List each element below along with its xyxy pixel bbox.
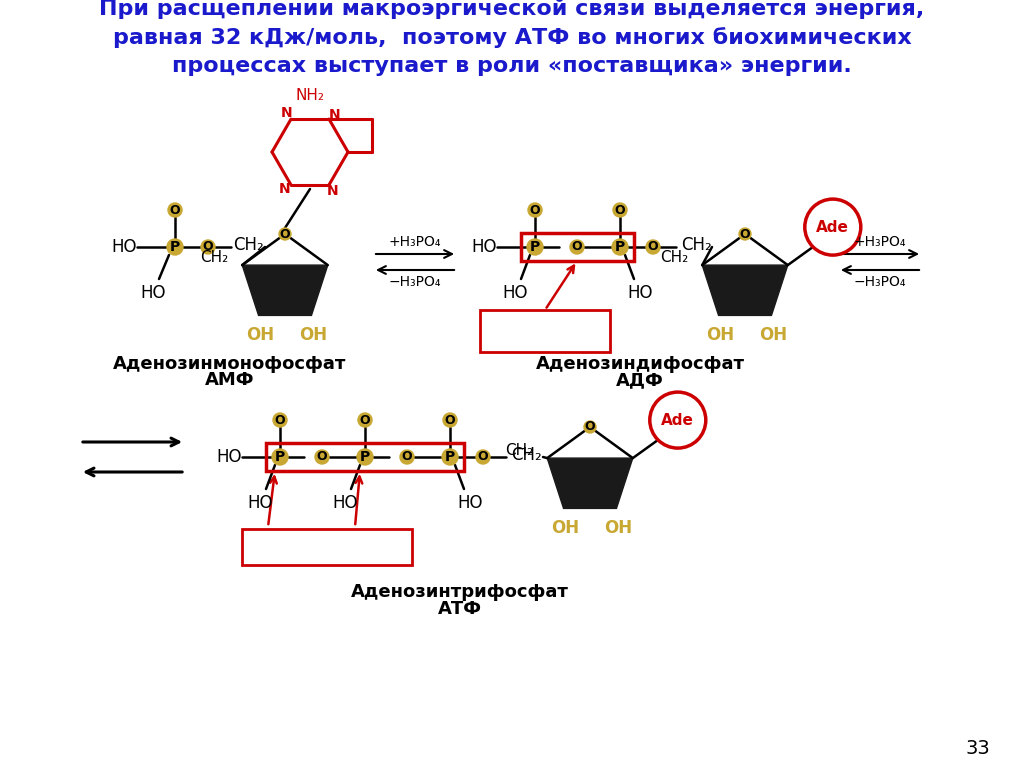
Text: N: N: [280, 182, 291, 196]
Text: CH₂: CH₂: [660, 249, 688, 265]
Text: O: O: [203, 241, 213, 254]
Circle shape: [739, 228, 751, 240]
Text: O: O: [739, 228, 751, 241]
Polygon shape: [243, 265, 328, 315]
Text: Аденозинмонофосфат: Аденозинмонофосфат: [114, 355, 347, 373]
Polygon shape: [547, 458, 633, 509]
Text: АМФ: АМФ: [205, 371, 255, 389]
Text: N: N: [328, 184, 339, 198]
Text: −H₃PO₄: −H₃PO₄: [389, 275, 441, 289]
Text: CH₂: CH₂: [681, 236, 712, 254]
Circle shape: [357, 449, 373, 465]
Circle shape: [168, 203, 182, 217]
Text: АТФ: АТФ: [438, 600, 482, 618]
Text: OH: OH: [247, 327, 274, 344]
Text: CH₂: CH₂: [511, 446, 542, 464]
Text: O: O: [614, 203, 626, 216]
Text: O: O: [477, 450, 488, 463]
Circle shape: [358, 413, 372, 427]
Text: HO: HO: [216, 448, 242, 466]
Text: N: N: [329, 108, 341, 122]
Text: HO: HO: [458, 494, 482, 512]
Text: +H₃PO₄: +H₃PO₄: [389, 235, 441, 249]
Text: O: O: [280, 228, 291, 241]
Text: При расщеплении макроэргической связи выделяется энергия,
равная 32 кДж/моль,  п: При расщеплении макроэргической связи вы…: [99, 0, 925, 76]
Text: O: O: [170, 203, 180, 216]
Text: Ангидридная
группа: Ангидридная группа: [496, 317, 594, 347]
Text: HO: HO: [471, 238, 497, 256]
Text: OH: OH: [299, 327, 328, 344]
Circle shape: [805, 199, 861, 255]
Text: Ангидридные группы: Ангидридные группы: [248, 540, 407, 554]
Text: Ade: Ade: [662, 413, 694, 427]
Text: P: P: [444, 450, 455, 464]
Text: P: P: [274, 450, 285, 464]
Text: Ade: Ade: [816, 219, 849, 235]
Text: OH: OH: [604, 519, 633, 538]
Text: АДФ: АДФ: [616, 371, 664, 389]
Text: HO: HO: [628, 284, 652, 302]
Circle shape: [570, 240, 584, 254]
Circle shape: [613, 203, 627, 217]
Text: O: O: [359, 413, 371, 426]
Circle shape: [527, 239, 543, 255]
Text: P: P: [529, 240, 540, 254]
Text: OH: OH: [552, 519, 580, 538]
Circle shape: [400, 450, 414, 464]
Text: −H₃PO₄: −H₃PO₄: [854, 275, 906, 289]
Circle shape: [584, 421, 596, 433]
Circle shape: [650, 392, 706, 448]
Text: CH₂: CH₂: [233, 236, 264, 254]
Circle shape: [315, 450, 329, 464]
Text: CH₂: CH₂: [505, 443, 534, 458]
Text: HO: HO: [112, 238, 137, 256]
Text: O: O: [401, 450, 413, 463]
Text: P: P: [170, 240, 180, 254]
Circle shape: [476, 450, 490, 464]
Text: OH: OH: [760, 327, 787, 344]
Circle shape: [273, 413, 287, 427]
Text: O: O: [444, 413, 456, 426]
Polygon shape: [702, 265, 787, 315]
Circle shape: [279, 228, 291, 240]
Text: CH₂: CH₂: [200, 249, 228, 265]
Text: O: O: [274, 413, 286, 426]
Circle shape: [272, 449, 288, 465]
Circle shape: [443, 413, 457, 427]
Text: P: P: [359, 450, 370, 464]
Circle shape: [612, 239, 628, 255]
Circle shape: [442, 449, 458, 465]
Text: +H₃PO₄: +H₃PO₄: [854, 235, 906, 249]
Text: HO: HO: [502, 284, 527, 302]
Text: Аденозинтрифосфат: Аденозинтрифосфат: [351, 583, 569, 601]
Circle shape: [646, 240, 660, 254]
Text: O: O: [571, 241, 583, 254]
Text: P: P: [614, 240, 625, 254]
Text: O: O: [585, 420, 595, 433]
FancyBboxPatch shape: [242, 529, 412, 565]
Text: HO: HO: [140, 284, 166, 302]
Text: O: O: [529, 203, 541, 216]
Text: O: O: [648, 241, 658, 254]
Text: 33: 33: [966, 739, 990, 759]
Text: N: N: [282, 106, 293, 120]
Text: NH₂: NH₂: [296, 88, 325, 104]
Text: HO: HO: [332, 494, 357, 512]
FancyBboxPatch shape: [480, 310, 610, 352]
Text: OH: OH: [707, 327, 734, 344]
Circle shape: [528, 203, 542, 217]
Text: HO: HO: [247, 494, 272, 512]
Circle shape: [201, 240, 215, 254]
Text: O: O: [316, 450, 328, 463]
Circle shape: [167, 239, 183, 255]
Text: Аденозиндифосфат: Аденозиндифосфат: [536, 355, 744, 373]
